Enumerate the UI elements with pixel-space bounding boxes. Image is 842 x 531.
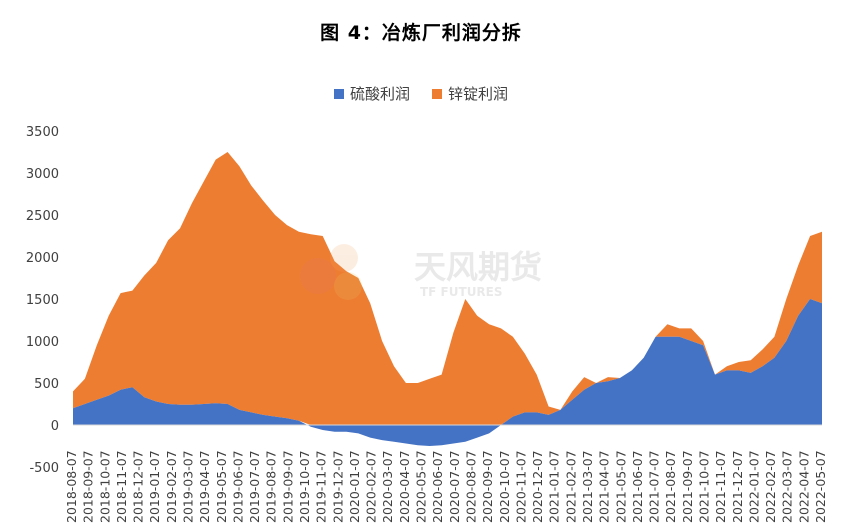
legend-label-sulfuric: 硫酸利润 bbox=[349, 85, 410, 103]
x-tick-label: 2020-12-07 bbox=[530, 450, 545, 523]
legend-swatch-orange bbox=[432, 88, 442, 99]
x-tick-label: 2020-11-07 bbox=[513, 450, 528, 523]
x-tick-label: 2020-10-07 bbox=[497, 450, 512, 523]
legend-item-zinc: 锌锭利润 bbox=[432, 83, 508, 104]
x-tick-label: 2018-11-07 bbox=[114, 450, 129, 523]
y-tick-label: 1000 bbox=[26, 335, 59, 350]
x-tick-label: 2018-12-07 bbox=[131, 450, 146, 523]
legend-label-zinc: 锌锭利润 bbox=[448, 85, 509, 103]
chart-title: 图 4：冶炼厂利润分拆 bbox=[320, 22, 522, 44]
x-tick-label: 2022-01-07 bbox=[746, 450, 761, 523]
x-tick-label: 2022-02-07 bbox=[763, 450, 778, 523]
x-tick-label: 2021-09-07 bbox=[680, 450, 695, 523]
x-tick-label: 2020-05-07 bbox=[414, 450, 429, 523]
x-tick-label: 2020-01-07 bbox=[347, 450, 362, 523]
x-tick-label: 2021-03-07 bbox=[580, 450, 595, 523]
x-tick-label: 2020-03-07 bbox=[380, 450, 395, 523]
x-tick-label: 2019-09-07 bbox=[280, 450, 295, 523]
x-tick-label: 2022-04-07 bbox=[796, 450, 811, 523]
x-tick-label: 2021-11-07 bbox=[713, 450, 728, 523]
legend-item-sulfuric: 硫酸利润 bbox=[333, 83, 410, 104]
x-tick-label: 2019-01-07 bbox=[147, 450, 162, 523]
x-tick-label: 2019-11-07 bbox=[314, 450, 329, 523]
x-tick-label: 2021-02-07 bbox=[563, 450, 578, 523]
y-tick-label: 1500 bbox=[26, 293, 59, 308]
x-tick-label: 2019-07-07 bbox=[247, 450, 262, 523]
x-tick-label: 2022-05-07 bbox=[813, 450, 828, 523]
x-tick-label: 2020-06-07 bbox=[430, 450, 445, 523]
y-tick-label: 2000 bbox=[26, 251, 59, 266]
x-tick-label: 2021-05-07 bbox=[613, 450, 628, 523]
x-tick-label: 2021-01-07 bbox=[547, 450, 562, 523]
x-tick-label: 2019-10-07 bbox=[297, 450, 312, 523]
x-tick-label: 2020-04-07 bbox=[397, 450, 412, 523]
y-tick-label: 3000 bbox=[26, 167, 59, 182]
x-tick-label: 2021-07-07 bbox=[647, 450, 662, 523]
x-tick-label: 2021-06-07 bbox=[630, 450, 645, 523]
x-tick-label: 2022-03-07 bbox=[780, 450, 795, 523]
x-tick-label: 2020-07-07 bbox=[447, 450, 462, 523]
x-tick-label: 2021-08-07 bbox=[663, 450, 678, 523]
x-tick-label: 2018-09-07 bbox=[81, 450, 96, 523]
x-tick-label: 2019-03-07 bbox=[181, 450, 196, 523]
x-tick-label: 2020-08-07 bbox=[463, 450, 478, 523]
legend: 硫酸利润 锌锭利润 bbox=[0, 83, 842, 104]
y-tick-label: -500 bbox=[29, 461, 59, 476]
x-tick-label: 2019-12-07 bbox=[330, 450, 345, 523]
legend-swatch-blue bbox=[333, 88, 344, 99]
y-tick-label: 2500 bbox=[26, 209, 59, 224]
y-tick-label: 0 bbox=[51, 419, 59, 434]
x-tick-label: 2021-04-07 bbox=[597, 450, 612, 523]
x-tick-label: 2019-06-07 bbox=[230, 450, 245, 523]
y-tick-label: 500 bbox=[34, 377, 59, 392]
x-tick-label: 2018-08-07 bbox=[64, 450, 79, 523]
x-tick-label: 2021-10-07 bbox=[696, 450, 711, 523]
x-tick-label: 2019-05-07 bbox=[214, 450, 229, 523]
x-tick-label: 2019-08-07 bbox=[264, 450, 279, 523]
x-tick-label: 2019-02-07 bbox=[164, 450, 179, 523]
x-tick-label: 2020-02-07 bbox=[364, 450, 379, 523]
x-tick-label: 2020-09-07 bbox=[480, 450, 495, 523]
y-tick-label: 3500 bbox=[26, 125, 59, 140]
series-area-zinc bbox=[73, 152, 822, 425]
x-tick-label: 2021-12-07 bbox=[730, 450, 745, 523]
x-tick-label: 2019-04-07 bbox=[197, 450, 212, 523]
series-area-sulfuric bbox=[73, 299, 822, 446]
x-tick-label: 2018-10-07 bbox=[97, 450, 112, 523]
